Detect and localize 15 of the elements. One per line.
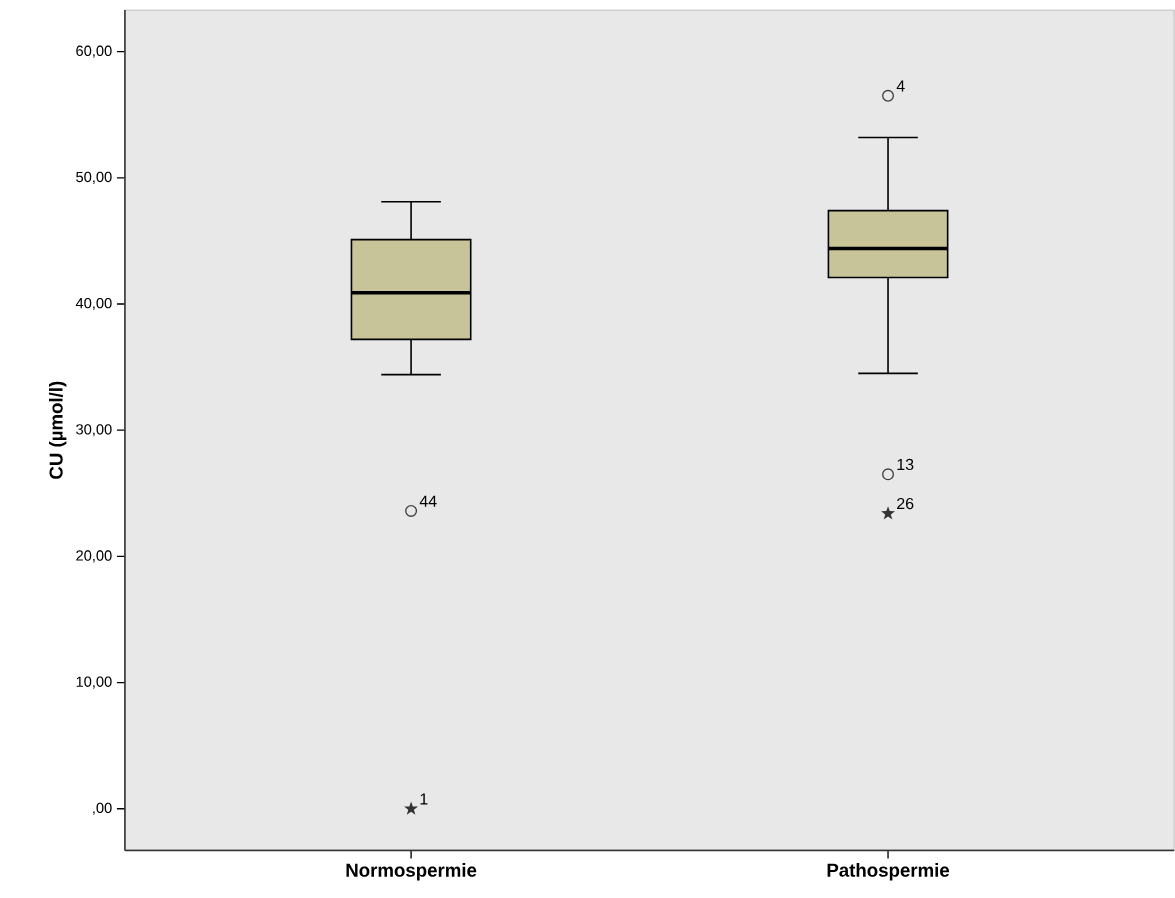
y-tick-label: 50,00 — [76, 171, 112, 184]
x-tick-label: Pathospermie — [827, 862, 950, 881]
y-tick-label: 20,00 — [76, 550, 112, 563]
annotation: 13 — [897, 458, 914, 470]
x-tick-label: Normospermie — [346, 862, 477, 881]
annotation: 44 — [419, 495, 437, 507]
y-tick-label: ,00 — [93, 802, 112, 815]
annotation: 26 — [897, 497, 914, 510]
y-tick-label: 10,00 — [76, 676, 112, 689]
y-tick-label: 40,00 — [75, 297, 112, 310]
annotation: 1 — [420, 793, 428, 805]
y-axis-title: CU (µmol/l) — [48, 381, 67, 479]
y-tick-label: 60,00 — [76, 45, 112, 58]
annotation: 4 — [896, 80, 905, 92]
y-tick-label: 30,00 — [76, 423, 112, 437]
